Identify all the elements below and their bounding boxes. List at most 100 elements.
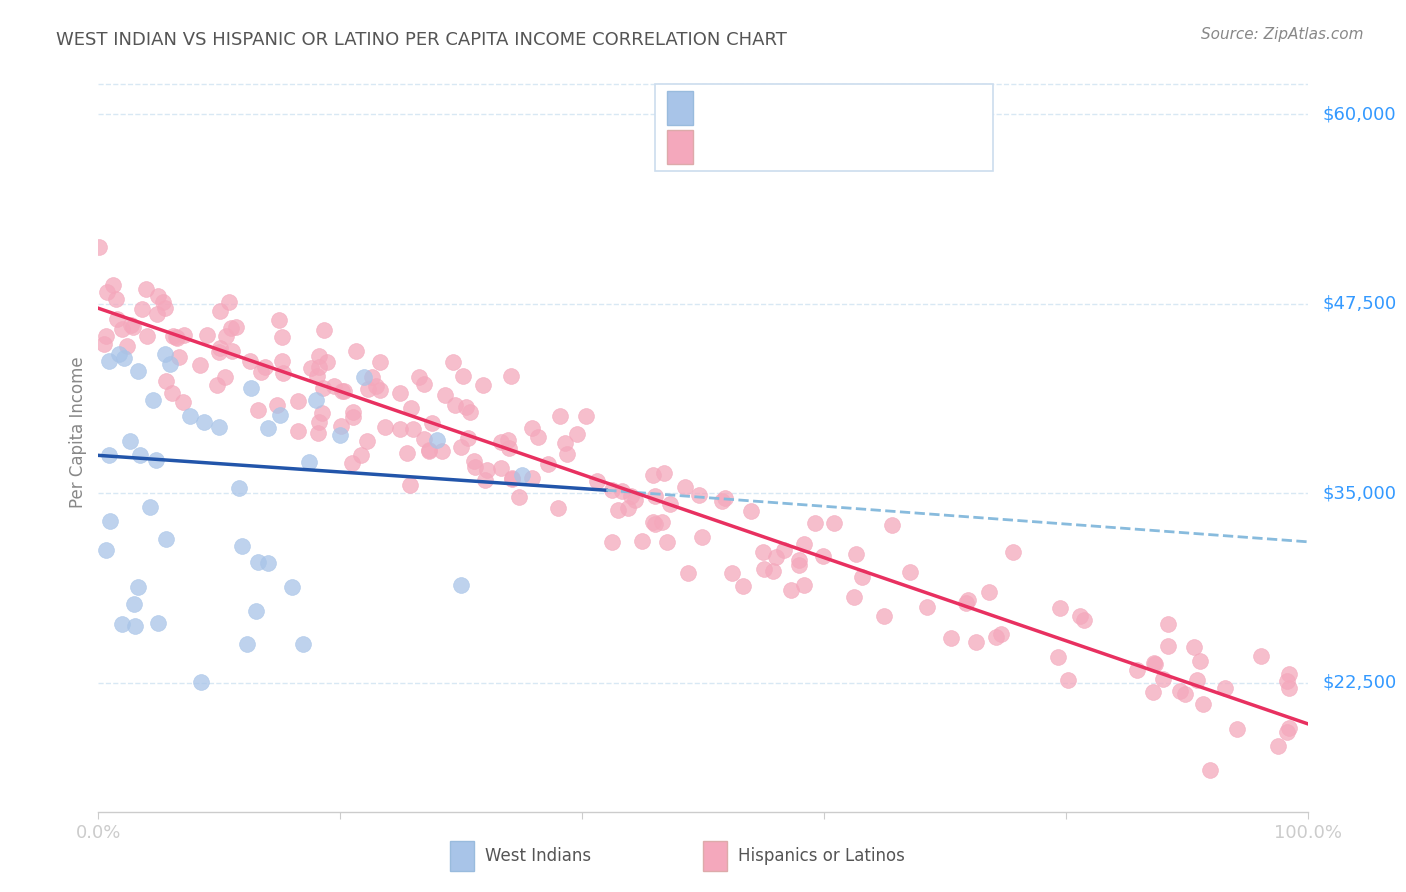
Point <box>105 292 128 306</box>
Point <box>501 471 523 485</box>
Point <box>155 374 177 388</box>
Point <box>1056 673 1078 688</box>
Point <box>823 516 845 530</box>
Point <box>360 370 382 384</box>
Point <box>266 398 288 412</box>
Point <box>1199 763 1222 777</box>
Point <box>451 369 474 384</box>
Point <box>93 336 115 351</box>
Point <box>160 386 183 401</box>
Point <box>1049 600 1071 615</box>
Point <box>271 353 294 368</box>
Point <box>121 319 143 334</box>
Point <box>990 626 1012 640</box>
Point <box>651 515 673 529</box>
Point <box>305 392 328 407</box>
Point <box>1185 673 1208 688</box>
Point <box>575 409 598 423</box>
Point <box>208 345 231 359</box>
Point <box>247 403 270 417</box>
Point <box>115 338 138 352</box>
Point <box>312 381 335 395</box>
Point <box>1182 640 1205 654</box>
Point <box>281 580 304 594</box>
Point <box>1157 616 1180 631</box>
Point <box>880 518 903 533</box>
Point <box>215 328 238 343</box>
Point <box>1001 545 1024 559</box>
Point <box>1250 649 1272 664</box>
Point <box>165 330 187 344</box>
Point <box>97 448 120 462</box>
Point <box>501 368 523 383</box>
Point <box>1157 639 1180 653</box>
Point <box>269 313 291 327</box>
Point <box>1144 657 1167 671</box>
Point <box>305 369 328 384</box>
Point <box>1142 684 1164 698</box>
Point <box>803 516 825 531</box>
Point <box>231 539 253 553</box>
Point <box>450 441 472 455</box>
Point <box>166 331 188 345</box>
Point <box>873 609 896 624</box>
Point <box>101 278 124 293</box>
Point <box>311 406 333 420</box>
Point <box>1277 673 1299 688</box>
Point <box>291 636 314 650</box>
Point <box>256 556 278 570</box>
Point <box>253 359 276 374</box>
Point <box>676 566 699 581</box>
Point <box>389 385 412 400</box>
Point <box>395 446 418 460</box>
Point <box>96 285 118 300</box>
Point <box>688 488 710 502</box>
Point <box>643 515 665 529</box>
Point <box>366 379 388 393</box>
Point <box>654 467 676 481</box>
Point <box>374 420 396 434</box>
Point <box>111 617 134 632</box>
Point <box>342 405 364 419</box>
Point <box>772 543 794 558</box>
Point <box>957 593 980 607</box>
Point <box>179 409 201 424</box>
Text: $35,000: $35,000 <box>1322 484 1396 502</box>
Point <box>842 591 865 605</box>
Point <box>98 514 121 528</box>
Point <box>239 381 262 395</box>
Point <box>547 501 569 516</box>
Point <box>418 444 440 458</box>
Point <box>145 453 167 467</box>
Point <box>142 392 165 407</box>
Point <box>159 357 181 371</box>
Point <box>399 478 422 492</box>
Text: Hispanics or Latinos: Hispanics or Latinos <box>738 847 905 865</box>
Point <box>399 401 422 415</box>
Point <box>740 504 762 518</box>
Point <box>236 637 259 651</box>
Point <box>135 329 157 343</box>
Point <box>221 344 243 359</box>
Point <box>342 456 364 470</box>
Point <box>489 435 512 450</box>
Point <box>135 282 157 296</box>
Point <box>675 480 697 494</box>
Point <box>501 472 523 486</box>
Point <box>418 443 440 458</box>
Point <box>205 378 228 392</box>
Point <box>787 553 810 567</box>
Point <box>754 562 776 576</box>
Point <box>939 632 962 646</box>
Point <box>122 597 145 611</box>
Point <box>454 401 477 415</box>
Point <box>1267 739 1289 753</box>
Point <box>1277 666 1299 681</box>
Text: R = -0.936   N = 201: R = -0.936 N = 201 <box>703 137 921 155</box>
Point <box>127 580 149 594</box>
Point <box>977 584 1000 599</box>
Point <box>329 428 352 442</box>
Point <box>631 533 654 548</box>
Point <box>565 427 588 442</box>
Point <box>793 537 815 551</box>
